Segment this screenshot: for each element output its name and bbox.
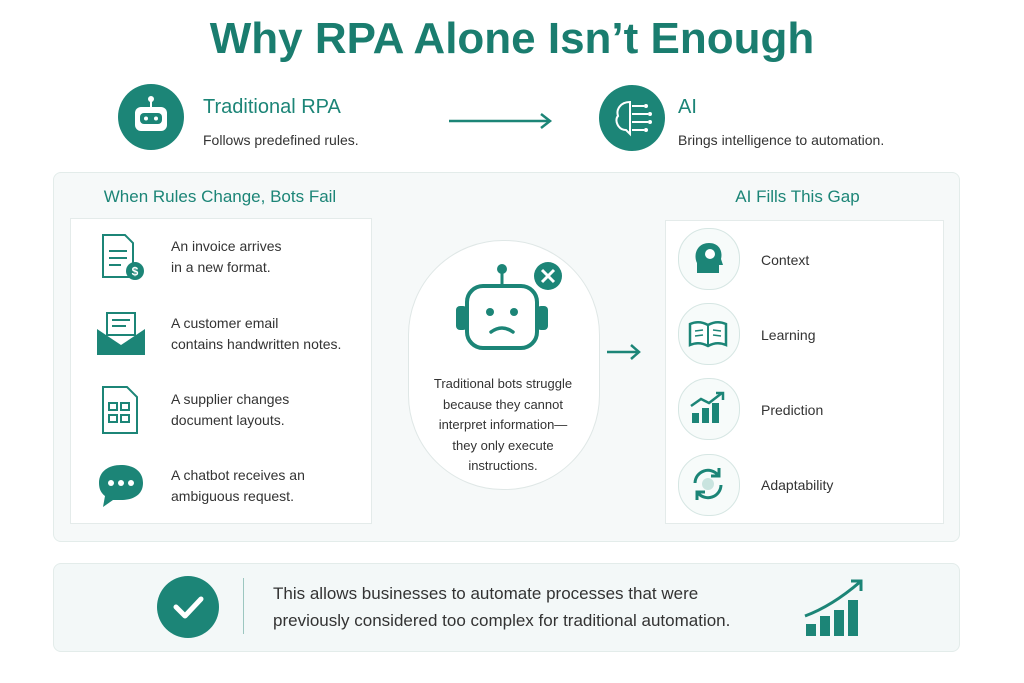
sad-robot-icon	[456, 262, 562, 350]
svg-text:$: $	[132, 265, 139, 279]
growth-icon	[690, 391, 725, 423]
text-line: interpret information—	[438, 417, 568, 432]
failure-text: A supplier changes document layouts.	[171, 389, 289, 431]
failure-text: A chatbot receives an ambiguous request.	[171, 465, 305, 507]
capability-item: Context	[666, 221, 943, 297]
ai-title: AI	[678, 96, 697, 118]
arrow	[449, 113, 553, 129]
text-line: document layouts.	[171, 412, 285, 428]
capability-label: Learning	[761, 327, 816, 343]
chat-icon	[99, 465, 143, 507]
text-line: because they cannot	[443, 396, 563, 412]
email-icon	[97, 312, 145, 355]
document-icon	[102, 386, 138, 434]
footer-text: This allows businesses to automate proce…	[273, 580, 730, 634]
capability-item: Prediction	[666, 371, 943, 447]
text-line: Traditional bots struggle	[433, 376, 573, 391]
capability-label: Adaptability	[761, 477, 834, 493]
text-line: An invoice arrives	[171, 238, 282, 254]
failure-item: $ An invoice arrives in a new format.	[71, 219, 371, 296]
text-line: in a new format.	[171, 259, 271, 275]
title: Why RPA Alone Isn’t Enough	[209, 14, 815, 63]
failure-item: A customer email contains handwritten not…	[71, 295, 371, 373]
robot-icon	[118, 84, 184, 150]
context-icon	[695, 243, 723, 273]
capability-list: Context Learning Prediction	[665, 220, 944, 524]
text-line: A supplier changes	[171, 391, 290, 407]
rpa-description: Follows predefined rules.	[203, 132, 359, 148]
text-line: This allows businesses to automate proce…	[273, 584, 699, 603]
text-line: A chatbot receives an	[171, 467, 305, 483]
cycle-icon	[693, 468, 723, 500]
ai-description: Brings intelligence to automation.	[678, 132, 885, 148]
capability-item: Adaptability	[666, 446, 943, 523]
text-line: previously considered too complex for tr…	[273, 611, 731, 630]
capability-label: Context	[761, 252, 810, 268]
divider	[243, 578, 244, 634]
text-line: ambiguous request.	[171, 488, 294, 504]
rpa-title: Traditional RPA	[203, 96, 341, 118]
capability-label: Prediction	[761, 402, 824, 418]
ai-icon	[599, 85, 665, 151]
text-line: instructions.	[468, 458, 538, 473]
failure-item: A chatbot receives an ambiguous request.	[71, 447, 371, 523]
text-line: A customer email	[171, 315, 279, 331]
center-text: Traditional bots struggle because they ca…	[408, 374, 598, 477]
check-icon	[157, 576, 219, 638]
arrow	[607, 344, 641, 360]
failure-item: A supplier changes document layouts.	[71, 372, 371, 448]
growth-chart-icon	[804, 579, 863, 636]
failure-list: $ An invoice arrives in a new format. A c…	[70, 218, 372, 524]
left-panel-title: When Rules Change, Bots Fail	[103, 187, 337, 206]
invoice-icon: $	[102, 234, 144, 280]
book-icon	[688, 321, 728, 348]
center-callout	[408, 240, 600, 490]
text-line: they only execute	[452, 437, 554, 453]
right-panel-title: AI Fills This Gap	[735, 187, 860, 206]
failure-text: An invoice arrives in a new format.	[171, 236, 282, 278]
failure-text: A customer email contains handwritten not…	[171, 313, 341, 355]
capability-item: Learning	[666, 296, 943, 372]
text-line: contains handwritten notes.	[171, 336, 342, 352]
